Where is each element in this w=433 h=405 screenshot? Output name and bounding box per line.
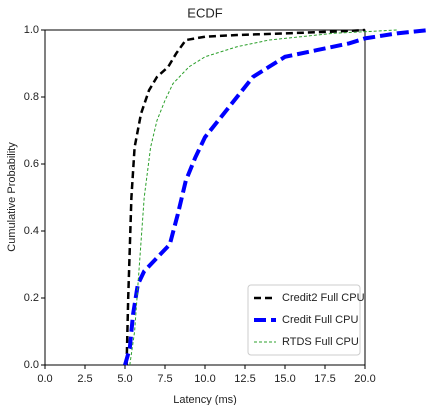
y-tick-label: 0.6 bbox=[24, 158, 39, 170]
y-tick-label: 0.8 bbox=[24, 91, 39, 103]
x-tick-label: 15.0 bbox=[274, 373, 295, 385]
x-tick-label: 10.0 bbox=[194, 373, 215, 385]
y-tick-label: 0.2 bbox=[24, 292, 39, 304]
legend-label: Credit Full CPU bbox=[282, 314, 358, 326]
y-axis-label: Cumulative Probability bbox=[6, 142, 18, 252]
legend-box bbox=[247, 284, 361, 356]
y-tick-label: 1.0 bbox=[24, 24, 39, 36]
legend-label: Credit2 Full CPU bbox=[282, 292, 365, 304]
x-tick-label: 5.0 bbox=[117, 373, 132, 385]
x-tick-label: 0.0 bbox=[37, 373, 52, 385]
x-tick-label: 12.5 bbox=[234, 373, 255, 385]
x-tick-label: 7.5 bbox=[157, 373, 172, 385]
x-tick-label: 17.5 bbox=[314, 373, 335, 385]
x-tick-label: 20.0 bbox=[354, 373, 375, 385]
x-axis-label: Latency (ms) bbox=[173, 394, 237, 405]
ecdf-line bbox=[123, 28, 430, 366]
legend-label: RTDS Full CPU bbox=[282, 336, 359, 348]
y-tick-label: 0.0 bbox=[24, 359, 39, 371]
x-tick-label: 2.5 bbox=[77, 373, 92, 385]
chart-title: ECDF bbox=[187, 5, 222, 20]
ecdf-line bbox=[125, 28, 366, 366]
y-tick-label: 0.4 bbox=[24, 225, 39, 237]
